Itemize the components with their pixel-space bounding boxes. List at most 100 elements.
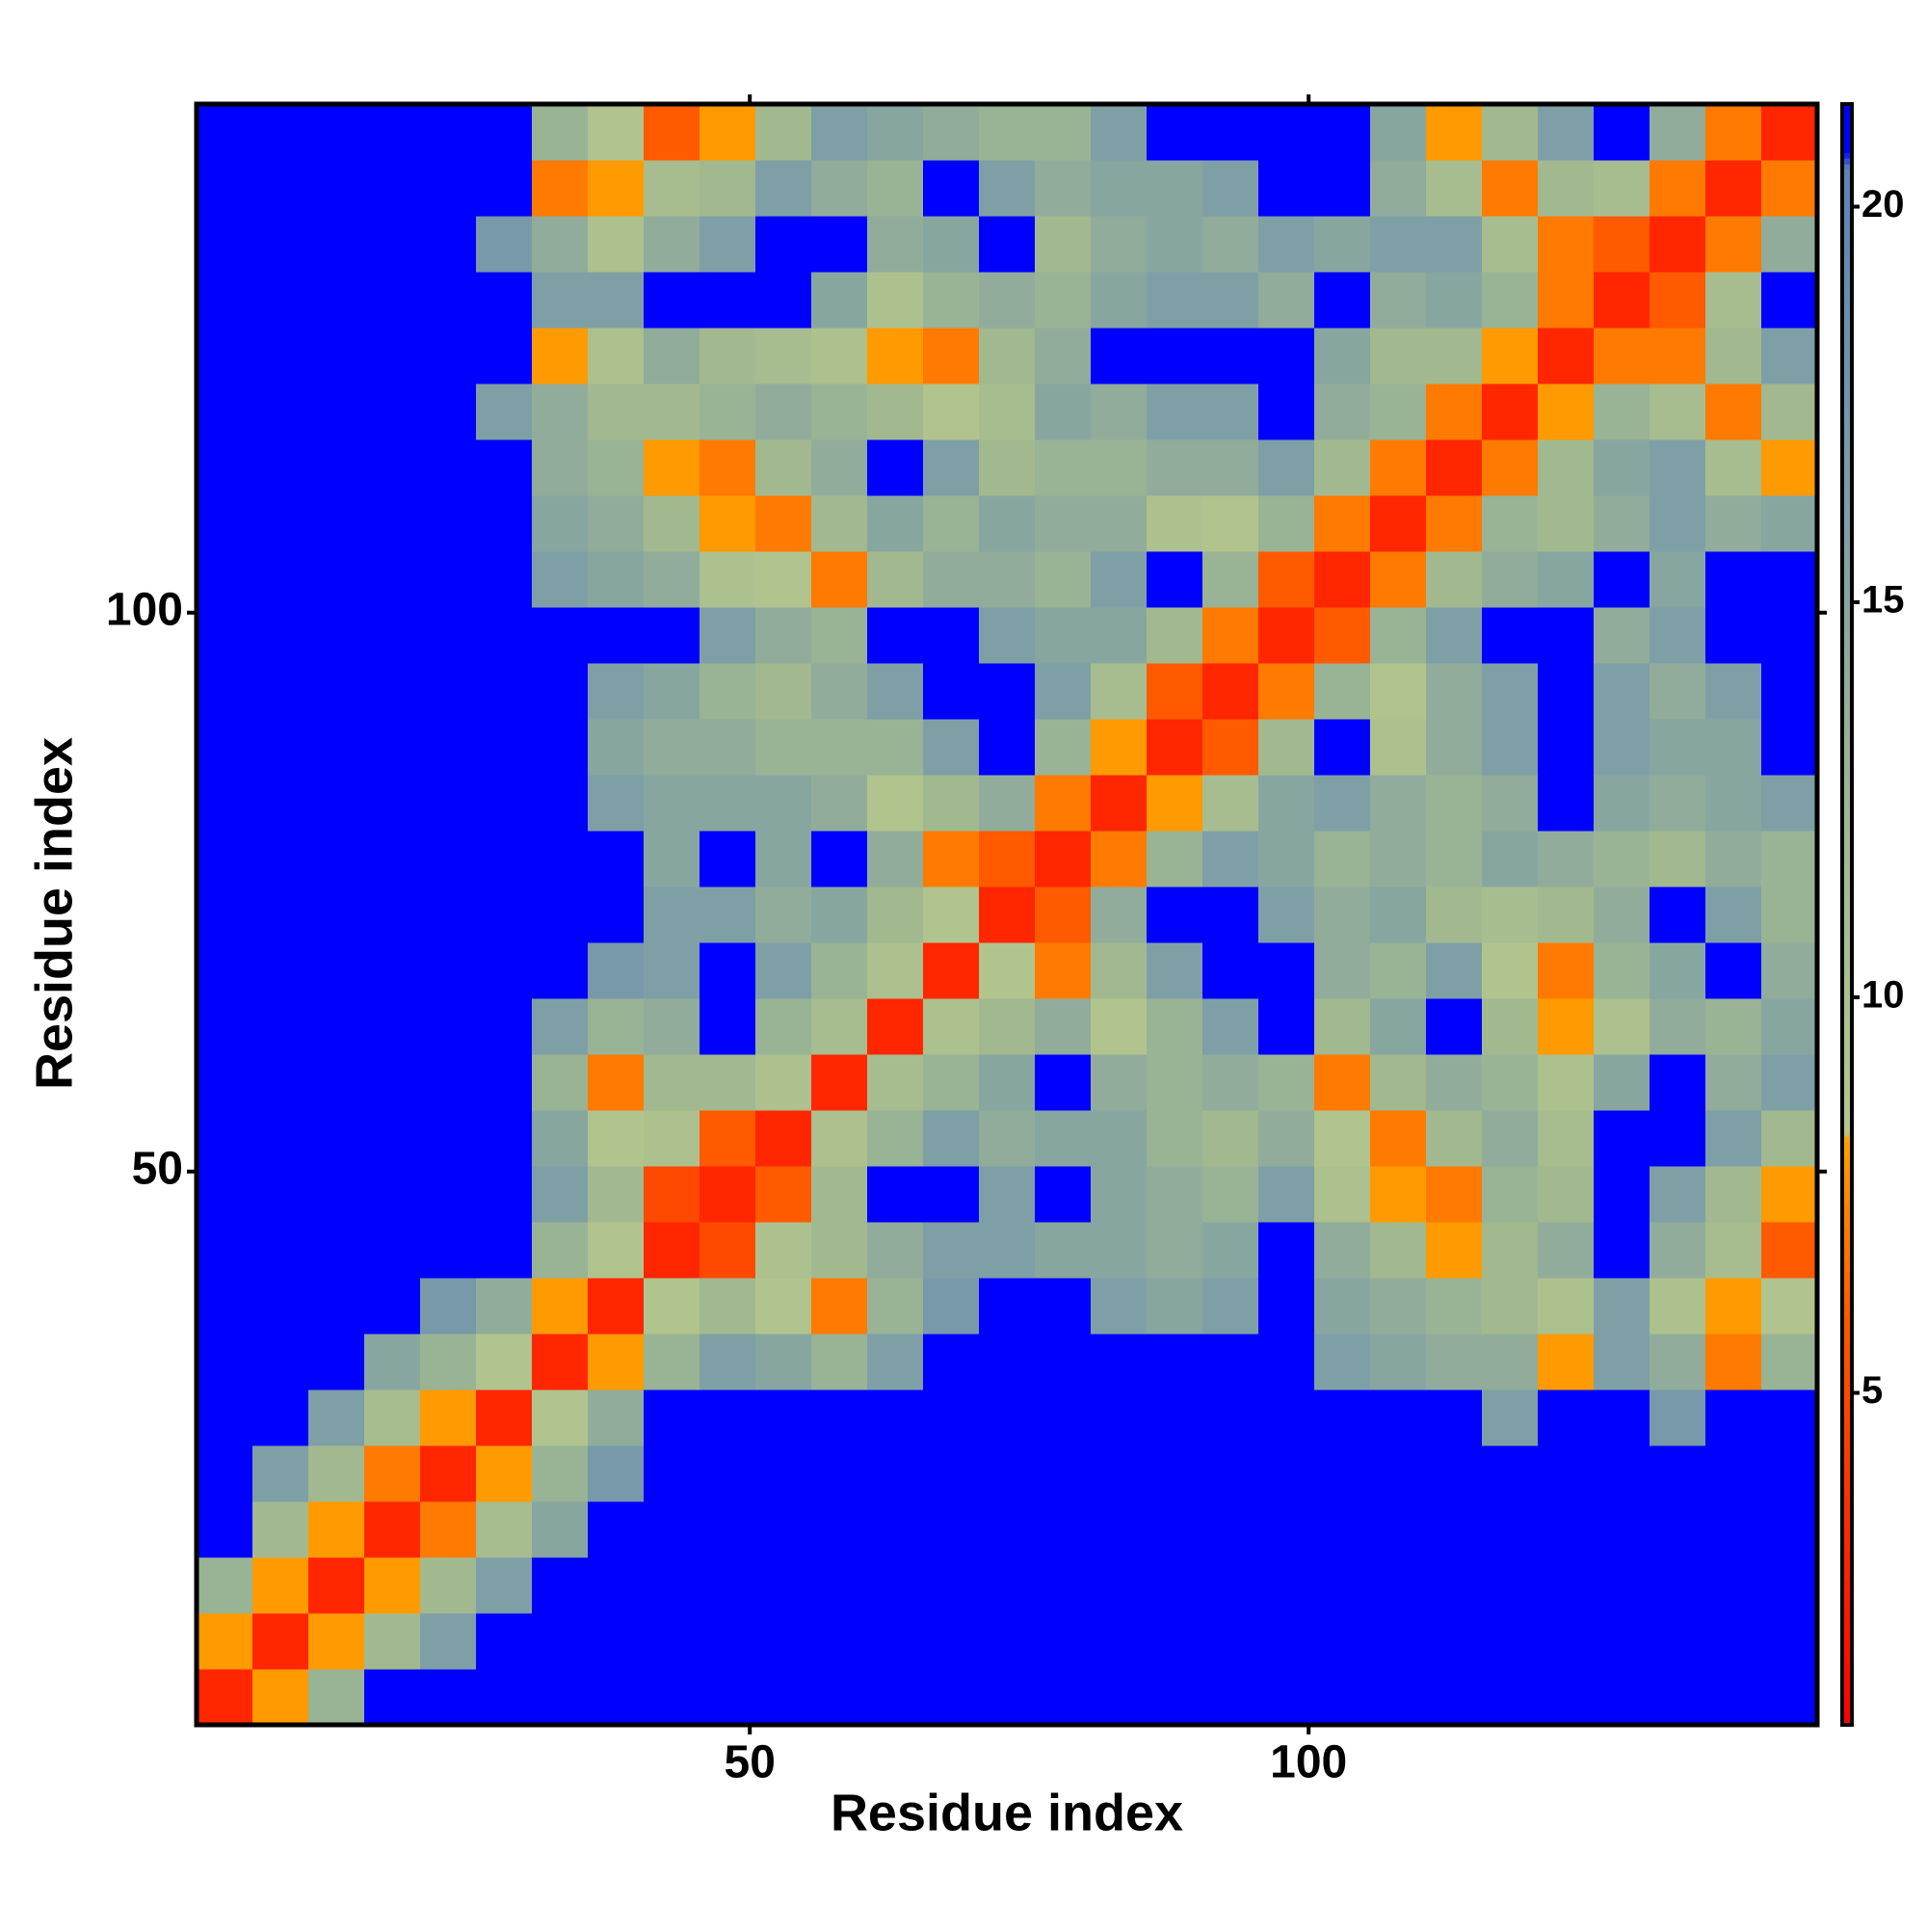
colorbar-segment: [1842, 849, 1852, 856]
heatmap-cell: [197, 942, 253, 999]
heatmap-cell: [1370, 160, 1427, 217]
heatmap-cell: [1258, 495, 1315, 552]
heatmap-cell: [923, 328, 980, 384]
heatmap-cell: [532, 719, 589, 776]
heatmap-cell: [588, 1389, 645, 1446]
heatmap-cell: [1091, 1613, 1148, 1670]
heatmap-cell: [252, 1613, 309, 1670]
colorbar-segment: [1842, 612, 1852, 619]
colorbar-segment: [1842, 584, 1852, 592]
heatmap-cell: [1705, 1557, 1762, 1614]
heatmap-cell: [811, 384, 868, 440]
heatmap-cell: [588, 775, 645, 832]
heatmap-cell: [588, 831, 645, 887]
colorbar-segment: [1842, 936, 1852, 942]
heatmap-cell: [364, 1166, 421, 1223]
colorbar-segment: [1842, 309, 1852, 316]
colorbar-segment: [1842, 411, 1852, 418]
heatmap-cell: [700, 160, 756, 217]
heatmap-cell: [1761, 775, 1818, 832]
heatmap-cell: [364, 663, 421, 720]
colorbar-segment: [1842, 649, 1852, 656]
heatmap-cell: [1594, 831, 1650, 887]
colorbar-segment: [1842, 930, 1852, 938]
heatmap-cell: [700, 328, 756, 384]
colorbar-segment: [1842, 434, 1852, 440]
heatmap-cell: [1650, 160, 1706, 217]
heatmap-cell: [1761, 216, 1818, 273]
heatmap-cell: [1370, 104, 1427, 161]
colorbar-segment: [1842, 1352, 1852, 1359]
heatmap-cell: [1538, 1110, 1595, 1167]
colorbar-segment: [1842, 1054, 1852, 1061]
heatmap-cell: [1035, 831, 1092, 887]
heatmap-cell: [1035, 551, 1092, 608]
heatmap-cell: [308, 663, 365, 720]
heatmap-cell: [308, 1613, 365, 1670]
heatmap-cell: [1091, 775, 1148, 832]
heatmap-cell: [588, 272, 645, 329]
heatmap-cell: [1426, 663, 1483, 720]
colorbar-segment: [1842, 476, 1852, 484]
heatmap-cell: [1761, 384, 1818, 440]
colorbar-segment: [1842, 1216, 1852, 1224]
heatmap-cell: [923, 1613, 980, 1670]
colorbar-segment: [1842, 1487, 1852, 1494]
colorbar-segment: [1842, 109, 1852, 116]
heatmap-cell: [1705, 1222, 1762, 1279]
heatmap-cell: [979, 160, 1036, 217]
heatmap-cell: [476, 831, 533, 887]
heatmap-cell: [979, 719, 1036, 776]
colorbar-segment: [1842, 757, 1852, 764]
heatmap-cell: [532, 1557, 589, 1614]
heatmap-cell: [1035, 1166, 1092, 1223]
heatmap-cell: [700, 551, 756, 608]
colorbar-segment: [1842, 768, 1852, 775]
heatmap-cell: [1202, 384, 1259, 440]
heatmap-cell: [476, 1054, 533, 1111]
heatmap-cell: [1538, 1054, 1595, 1111]
heatmap-cell: [197, 1222, 253, 1279]
heatmap-cell: [755, 998, 812, 1055]
heatmap-cell: [923, 272, 980, 329]
heatmap-cell: [1650, 1110, 1706, 1167]
heatmap-cell: [1035, 1501, 1092, 1558]
heatmap-cell: [700, 1501, 756, 1558]
heatmap-cell: [1091, 1389, 1148, 1446]
heatmap-cell: [1650, 1389, 1706, 1446]
heatmap-cell: [923, 1445, 980, 1502]
heatmap-cell: [1426, 328, 1483, 384]
heatmap-cell: [1538, 1166, 1595, 1223]
colorbar-segment: [1842, 1449, 1852, 1456]
colorbar-segment: [1842, 1394, 1852, 1402]
heatmap-cell: [1258, 384, 1315, 440]
heatmap-cell: [923, 439, 980, 496]
heatmap-cell: [1761, 495, 1818, 552]
heatmap-cell: [644, 719, 700, 776]
heatmap-cell: [1091, 1166, 1148, 1223]
heatmap-cell: [1202, 104, 1259, 161]
heatmap-cell: [1650, 1557, 1706, 1614]
colorbar-segment: [1842, 698, 1852, 704]
colorbar-segment: [1842, 1422, 1852, 1429]
heatmap-cell: [420, 1166, 477, 1223]
heatmap-cell: [476, 104, 533, 161]
colorbar-segment: [1842, 676, 1852, 683]
colorbar-segment: [1842, 1601, 1852, 1607]
heatmap-cell: [308, 551, 365, 608]
colorbar-segment: [1842, 957, 1852, 965]
heatmap-cell: [1314, 1278, 1371, 1335]
colorbar-segment: [1842, 1454, 1852, 1461]
heatmap-cell: [1258, 104, 1315, 161]
colorbar-segment: [1842, 169, 1852, 175]
colorbar-segment: [1842, 1017, 1852, 1023]
colorbar-segment: [1842, 811, 1852, 818]
heatmap-cell: [644, 887, 700, 943]
colorbar-segment: [1842, 1416, 1852, 1423]
heatmap-cell: [1482, 439, 1539, 496]
colorbar-segment: [1842, 1373, 1852, 1380]
colorbar-segment: [1842, 1541, 1852, 1548]
colorbar-segment: [1842, 735, 1852, 743]
colorbar-segment: [1842, 828, 1852, 834]
heatmap-cell: [532, 831, 589, 887]
